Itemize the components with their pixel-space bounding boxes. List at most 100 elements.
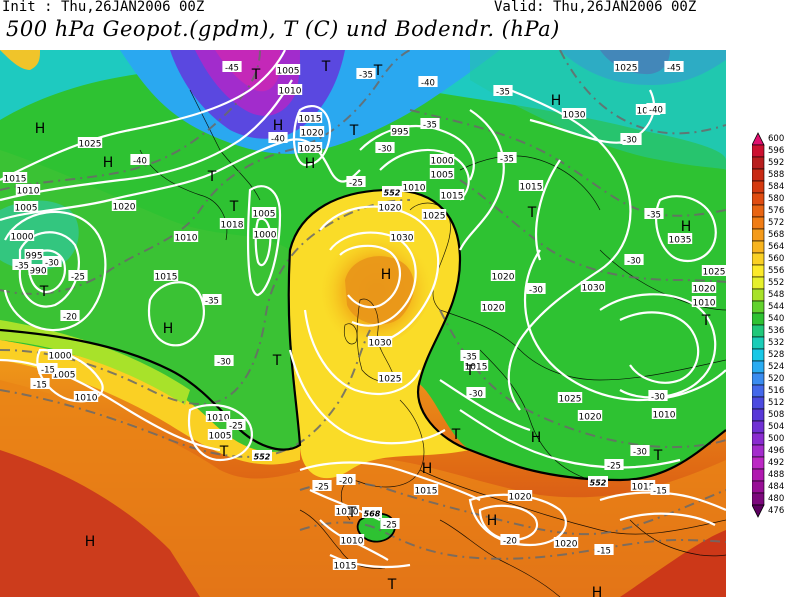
color-scale-label: 476 bbox=[768, 506, 784, 516]
color-scale-label: 564 bbox=[768, 242, 784, 252]
pressure-label: 1025 bbox=[557, 392, 583, 405]
pressure-label-text: 1005 bbox=[253, 210, 276, 220]
pressure-label: 1010 bbox=[339, 534, 365, 547]
yellow-yellowgreen-west bbox=[0, 320, 190, 405]
temperature-label-text: -35 bbox=[205, 297, 219, 307]
color-scale-label: 592 bbox=[768, 158, 784, 168]
pressure-label: 1020 bbox=[111, 200, 137, 213]
temperature-label-text: -30 bbox=[378, 145, 392, 155]
temperature-label: -20 bbox=[500, 534, 520, 547]
pressure-label: 995 bbox=[390, 125, 410, 138]
color-scale-label: 588 bbox=[768, 170, 784, 180]
high-pressure-center: H bbox=[103, 155, 114, 171]
color-scale-swatch bbox=[752, 312, 765, 326]
pressure-label-text: 990 bbox=[29, 267, 46, 277]
pressure-label-text: 1015 bbox=[632, 483, 655, 493]
pressure-label-text: 1025 bbox=[379, 375, 402, 385]
pressure-label-text: 1010 bbox=[336, 508, 359, 518]
pressure-label-text: 1010 bbox=[653, 411, 676, 421]
temperature-label: -35 bbox=[644, 208, 664, 221]
color-scale-swatch bbox=[752, 492, 765, 506]
color-scale-labels: 600 596 592 588 584 580 576 572 568 564 560 556 552 5… bbox=[768, 134, 784, 516]
pressure-label-text: 1010 bbox=[279, 87, 302, 97]
low-pressure-center: T bbox=[251, 67, 261, 83]
temperature-label-text: -30 bbox=[633, 448, 647, 458]
color-scale-swatch bbox=[752, 444, 765, 458]
pressure-label-text: 1010 bbox=[17, 187, 40, 197]
temperature-label-text: -30 bbox=[651, 393, 665, 403]
pressure-label-text: 1000 bbox=[431, 157, 454, 167]
low-pressure-center: T bbox=[387, 577, 397, 593]
temperature-label: -25 bbox=[226, 419, 246, 432]
color-scale-label: 488 bbox=[768, 470, 784, 480]
low-pressure-center: T bbox=[321, 59, 331, 75]
color-scale-swatch bbox=[752, 192, 765, 206]
pressure-label-text: 1030 bbox=[391, 234, 414, 244]
color-scale-label: 556 bbox=[768, 266, 784, 276]
low-pressure-center: T bbox=[229, 199, 239, 215]
low-pressure-center: T bbox=[465, 363, 475, 379]
temperature-label: -30 bbox=[42, 256, 62, 269]
red-southeast bbox=[620, 530, 726, 597]
temperature-label-text: -30 bbox=[529, 286, 543, 296]
temperature-label-text: -40 bbox=[421, 79, 435, 89]
pressure-label-text: 1020 bbox=[113, 203, 136, 213]
geopotential-label: 552 bbox=[382, 186, 402, 198]
color-scale-swatch bbox=[752, 360, 765, 374]
pressure-label-text: 1010 bbox=[75, 394, 98, 404]
pressure-label: 1025 bbox=[77, 137, 103, 150]
temperature-label: -30 bbox=[630, 445, 650, 458]
temperature-label: -25 bbox=[312, 480, 332, 493]
temperature-label: -30 bbox=[466, 387, 486, 400]
cyan-east bbox=[470, 50, 726, 170]
pressure-label-text: 1015 bbox=[299, 115, 322, 125]
pressure-label: 1030 bbox=[367, 336, 393, 349]
low-pressure-center: T bbox=[527, 205, 537, 221]
pressure-label: 1030 bbox=[561, 108, 587, 121]
pressure-label-text: 1000 bbox=[49, 352, 72, 362]
color-scale-label: 560 bbox=[768, 254, 784, 264]
pressure-label: 1005 bbox=[13, 201, 39, 214]
pressure-label: 1010 bbox=[73, 391, 99, 404]
color-scale-label: 544 bbox=[768, 302, 784, 312]
temperature-label: -40 bbox=[646, 103, 666, 116]
temperature-label: -40 bbox=[130, 154, 150, 167]
temperature-label-text: -35 bbox=[15, 262, 29, 272]
temperature-label: -35 bbox=[202, 294, 222, 307]
temperature-label: -15 bbox=[594, 544, 614, 557]
pressure-label: 1005 bbox=[51, 368, 77, 381]
pressure-label-text: 1005 bbox=[209, 432, 232, 442]
pressure-label-text: 1020 bbox=[555, 540, 578, 550]
temperature-label-text: -45 bbox=[667, 64, 681, 74]
color-scale-swatch bbox=[752, 480, 765, 494]
high-pressure-center: H bbox=[381, 267, 392, 283]
geopotential-labels: 552 552 552 568 bbox=[252, 186, 608, 519]
pressure-label: 1020 bbox=[577, 410, 603, 423]
color-scale-label: 568 bbox=[768, 230, 784, 240]
pressure-label: 1015 bbox=[413, 484, 439, 497]
ridge-center-orange bbox=[345, 256, 414, 325]
pressure-label: 1030 bbox=[580, 281, 606, 294]
temperature-label: -35 bbox=[493, 85, 513, 98]
geopotential-label: 552 bbox=[252, 450, 272, 462]
pressure-label: 1025 bbox=[701, 265, 726, 278]
temperature-label-text: -25 bbox=[607, 462, 621, 472]
color-scale-label: 492 bbox=[768, 458, 784, 468]
pressure-label: 1000 bbox=[429, 154, 455, 167]
pressure-label-text: 1015 bbox=[465, 363, 488, 373]
temperature-label: -20 bbox=[60, 310, 80, 323]
pressure-label: 1018 bbox=[219, 218, 245, 231]
geopotential-label-text: 568 bbox=[364, 510, 381, 519]
temperature-label: -25 bbox=[68, 270, 88, 283]
low-pressure-center: T bbox=[349, 123, 359, 139]
pressure-label: 1020 bbox=[691, 282, 717, 295]
pressure-label: 1020 bbox=[553, 537, 579, 550]
color-scale-swatch bbox=[752, 204, 765, 218]
color-scale-label: 508 bbox=[768, 410, 784, 420]
color-scale-swatch bbox=[752, 144, 765, 158]
pressure-label: 1010 bbox=[401, 181, 427, 194]
pressure-label-text: 1020 bbox=[482, 304, 505, 314]
pressure-label: 1025 bbox=[377, 372, 403, 385]
color-scale-swatch bbox=[752, 168, 765, 182]
pressure-label-text: 1005 bbox=[15, 204, 38, 214]
